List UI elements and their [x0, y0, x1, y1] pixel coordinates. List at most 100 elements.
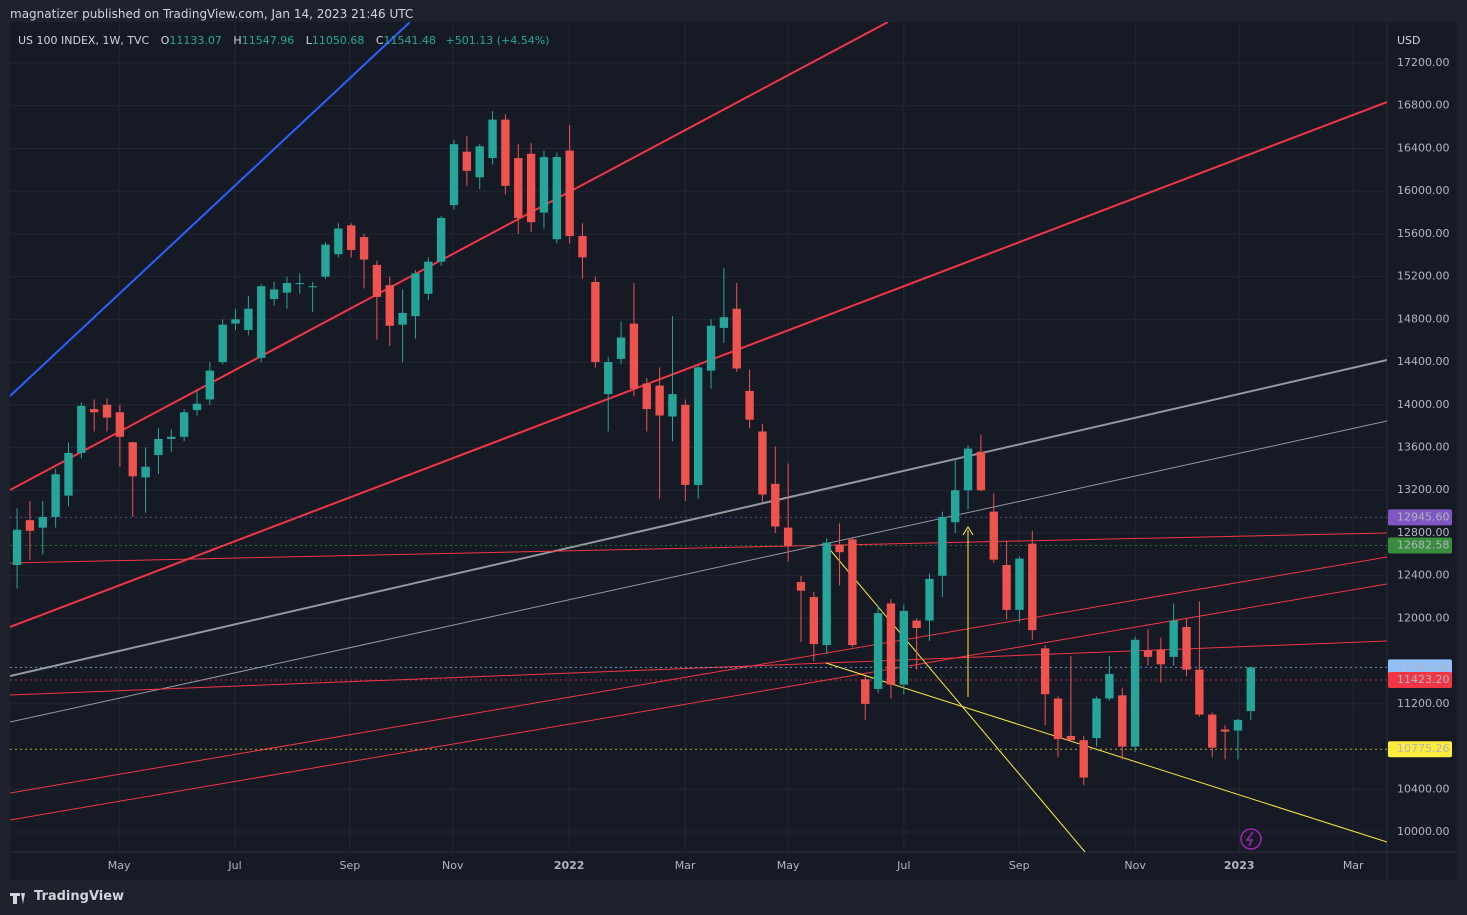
- candle-body: [115, 412, 125, 437]
- candle-body: [398, 312, 407, 325]
- candle-body: [873, 613, 883, 689]
- price-tag-label: 11423.20: [1397, 673, 1450, 686]
- y-tick-label: 13600.00: [1397, 441, 1450, 454]
- candle-body: [732, 308, 741, 369]
- candle-body: [475, 146, 484, 178]
- candle-body: [244, 308, 253, 331]
- candle-body: [205, 370, 215, 400]
- candle-body: [963, 448, 973, 491]
- trend-line: [10, 532, 1387, 564]
- candle-body: [231, 319, 240, 324]
- candle-body: [282, 283, 292, 293]
- event-icon-bolt: [1245, 831, 1254, 847]
- candle-body: [526, 153, 536, 223]
- candle-body: [179, 412, 189, 437]
- candle-body: [308, 286, 317, 288]
- candle-body: [951, 490, 960, 523]
- brand-logo: [10, 893, 25, 904]
- candle-body: [12, 529, 22, 566]
- candle-body: [89, 409, 99, 413]
- candle-body: [411, 273, 420, 317]
- candle-body: [694, 367, 703, 485]
- legend: US 100 INDEX, 1W, TVC O11133.07 H11547.9…: [18, 34, 549, 47]
- candle-body: [642, 383, 651, 410]
- arrow-head: [962, 526, 974, 536]
- trend-line: [825, 544, 1086, 852]
- candle-body: [1195, 669, 1204, 715]
- x-tick-label: Jul: [896, 859, 910, 872]
- candle-body: [1105, 673, 1114, 699]
- candle-body: [861, 679, 870, 704]
- candle-body: [424, 261, 433, 294]
- candle-body: [1182, 626, 1191, 670]
- candle-body: [668, 394, 677, 417]
- candle-body: [501, 119, 510, 186]
- candle-body: [51, 474, 60, 517]
- candle-body: [912, 620, 921, 629]
- y-tick-label: 15600.00: [1397, 227, 1450, 240]
- candle-body: [604, 362, 613, 395]
- candle-body: [462, 151, 472, 171]
- candle-body: [1066, 735, 1076, 741]
- y-tick-label: 12400.00: [1397, 569, 1450, 582]
- x-tick-label: Sep: [340, 859, 361, 872]
- event-icon[interactable]: [1240, 828, 1262, 850]
- candle-body: [629, 323, 639, 389]
- candle-body: [218, 324, 227, 363]
- y-tick-label: 17200.00: [1397, 56, 1450, 69]
- y-tick-label: 14800.00: [1397, 312, 1450, 325]
- y-tick-label: 16400.00: [1397, 141, 1450, 154]
- candle-body: [488, 119, 497, 159]
- brand: TradingView: [34, 889, 125, 904]
- candle-body: [128, 442, 137, 477]
- price-tag: [1388, 672, 1452, 689]
- candle-body: [938, 516, 947, 576]
- candle-body: [745, 390, 754, 420]
- candle-body: [925, 578, 934, 621]
- x-tick-label: May: [108, 859, 131, 872]
- candle-body: [578, 236, 587, 258]
- candle-body: [372, 264, 382, 297]
- price-tag: [1388, 659, 1452, 676]
- candle-body: [1156, 649, 1165, 665]
- candle-body: [848, 539, 857, 646]
- candle-body: [1040, 648, 1050, 695]
- candle-body: [257, 286, 266, 358]
- candle-body: [809, 597, 819, 645]
- candle-body: [1233, 719, 1243, 731]
- trend-line: [10, 556, 1387, 794]
- candle-body: [1208, 714, 1217, 748]
- price-tag: [1388, 741, 1452, 758]
- candle-body: [1028, 543, 1037, 631]
- candle-body: [552, 157, 561, 240]
- y-tick-label: 16000.00: [1397, 184, 1450, 197]
- candle-body: [616, 337, 626, 359]
- candle-body: [1079, 740, 1088, 778]
- y-tick-label: 11200.00: [1397, 697, 1450, 710]
- symbol: US 100 INDEX, 1W, TVC: [18, 34, 150, 47]
- x-tick-label: May: [777, 859, 800, 872]
- price-axis: [1387, 22, 1457, 880]
- legend-key: O: [160, 34, 170, 47]
- legend-change: +501.13 (+4.54%): [445, 34, 550, 47]
- candle-body: [154, 438, 163, 455]
- x-tick-label: Mar: [1343, 859, 1364, 872]
- candle-body: [899, 610, 908, 685]
- x-tick-label: Nov: [442, 859, 464, 872]
- candle-body: [1118, 695, 1127, 747]
- legend-value: 11541.48: [383, 34, 437, 47]
- currency-label: USD: [1397, 34, 1421, 47]
- y-tick-label: 14400.00: [1397, 355, 1450, 368]
- candle-body: [359, 237, 369, 260]
- legend-value: 11050.68: [311, 34, 365, 47]
- price-tag: [1388, 509, 1452, 526]
- candle-body: [102, 404, 112, 418]
- publisher: magnatizer published on TradingView.com,…: [10, 7, 414, 21]
- x-tick-label: Sep: [1009, 859, 1030, 872]
- y-tick-label: 12800.00: [1397, 526, 1450, 539]
- y-tick-label: 12000.00: [1397, 611, 1450, 624]
- candle-body: [1053, 698, 1063, 740]
- candle-body: [269, 289, 279, 300]
- x-tick-label: 2023: [1224, 859, 1255, 872]
